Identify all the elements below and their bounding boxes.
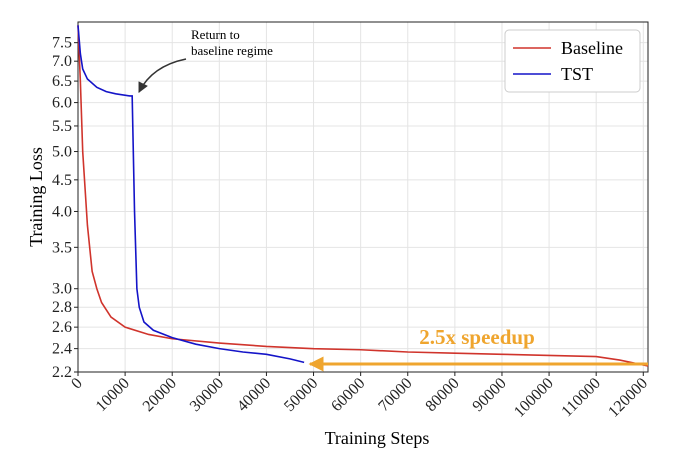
x-tick-label: 70000 <box>375 375 415 415</box>
x-tick-label: 110000 <box>558 375 604 421</box>
annotation-text: baseline regime <box>191 43 273 58</box>
y-tick-label: 2.8 <box>52 299 72 316</box>
legend-label: Baseline <box>561 38 623 58</box>
x-tick-label: 50000 <box>281 375 321 415</box>
y-tick-label: 3.0 <box>52 281 72 298</box>
series-line <box>77 25 649 367</box>
series-line <box>77 25 305 364</box>
x-tick-label: 80000 <box>422 375 462 415</box>
y-tick-label: 3.5 <box>52 239 72 256</box>
y-tick-label: 7.0 <box>52 53 72 70</box>
x-tick-label: 10000 <box>93 375 133 415</box>
legend-label: TST <box>561 64 593 84</box>
y-tick-label: 2.4 <box>52 341 72 358</box>
annotation-text: Return to <box>191 27 240 42</box>
y-tick-label: 2.6 <box>52 319 72 336</box>
annotation-arrow <box>138 58 187 93</box>
y-tick-label: 5.0 <box>52 144 72 161</box>
y-axis-label: Training Loss <box>26 147 46 247</box>
x-tick-label: 20000 <box>140 375 180 415</box>
x-tick-label: 100000 <box>511 375 557 421</box>
x-tick-label: 40000 <box>234 375 274 415</box>
legend-box <box>504 29 641 93</box>
y-tick-label: 4.5 <box>52 172 72 189</box>
y-tick-label: 6.5 <box>52 73 72 90</box>
x-tick-label: 0 <box>68 375 86 393</box>
x-axis-label: Training Steps <box>325 428 430 448</box>
x-tick-label: 120000 <box>605 375 651 421</box>
y-tick-label: 7.5 <box>52 35 72 52</box>
annotation-text: 2.5x speedup <box>419 325 535 349</box>
x-tick-label: 90000 <box>469 375 509 415</box>
y-tick-label: 5.5 <box>52 118 72 135</box>
x-tick-label: 60000 <box>328 375 368 415</box>
y-tick-label: 4.0 <box>52 203 72 220</box>
x-tick-label: 30000 <box>187 375 227 415</box>
y-tick-label: 2.2 <box>52 364 72 381</box>
y-tick-label: 6.0 <box>52 95 72 112</box>
plot-frame <box>77 21 649 373</box>
